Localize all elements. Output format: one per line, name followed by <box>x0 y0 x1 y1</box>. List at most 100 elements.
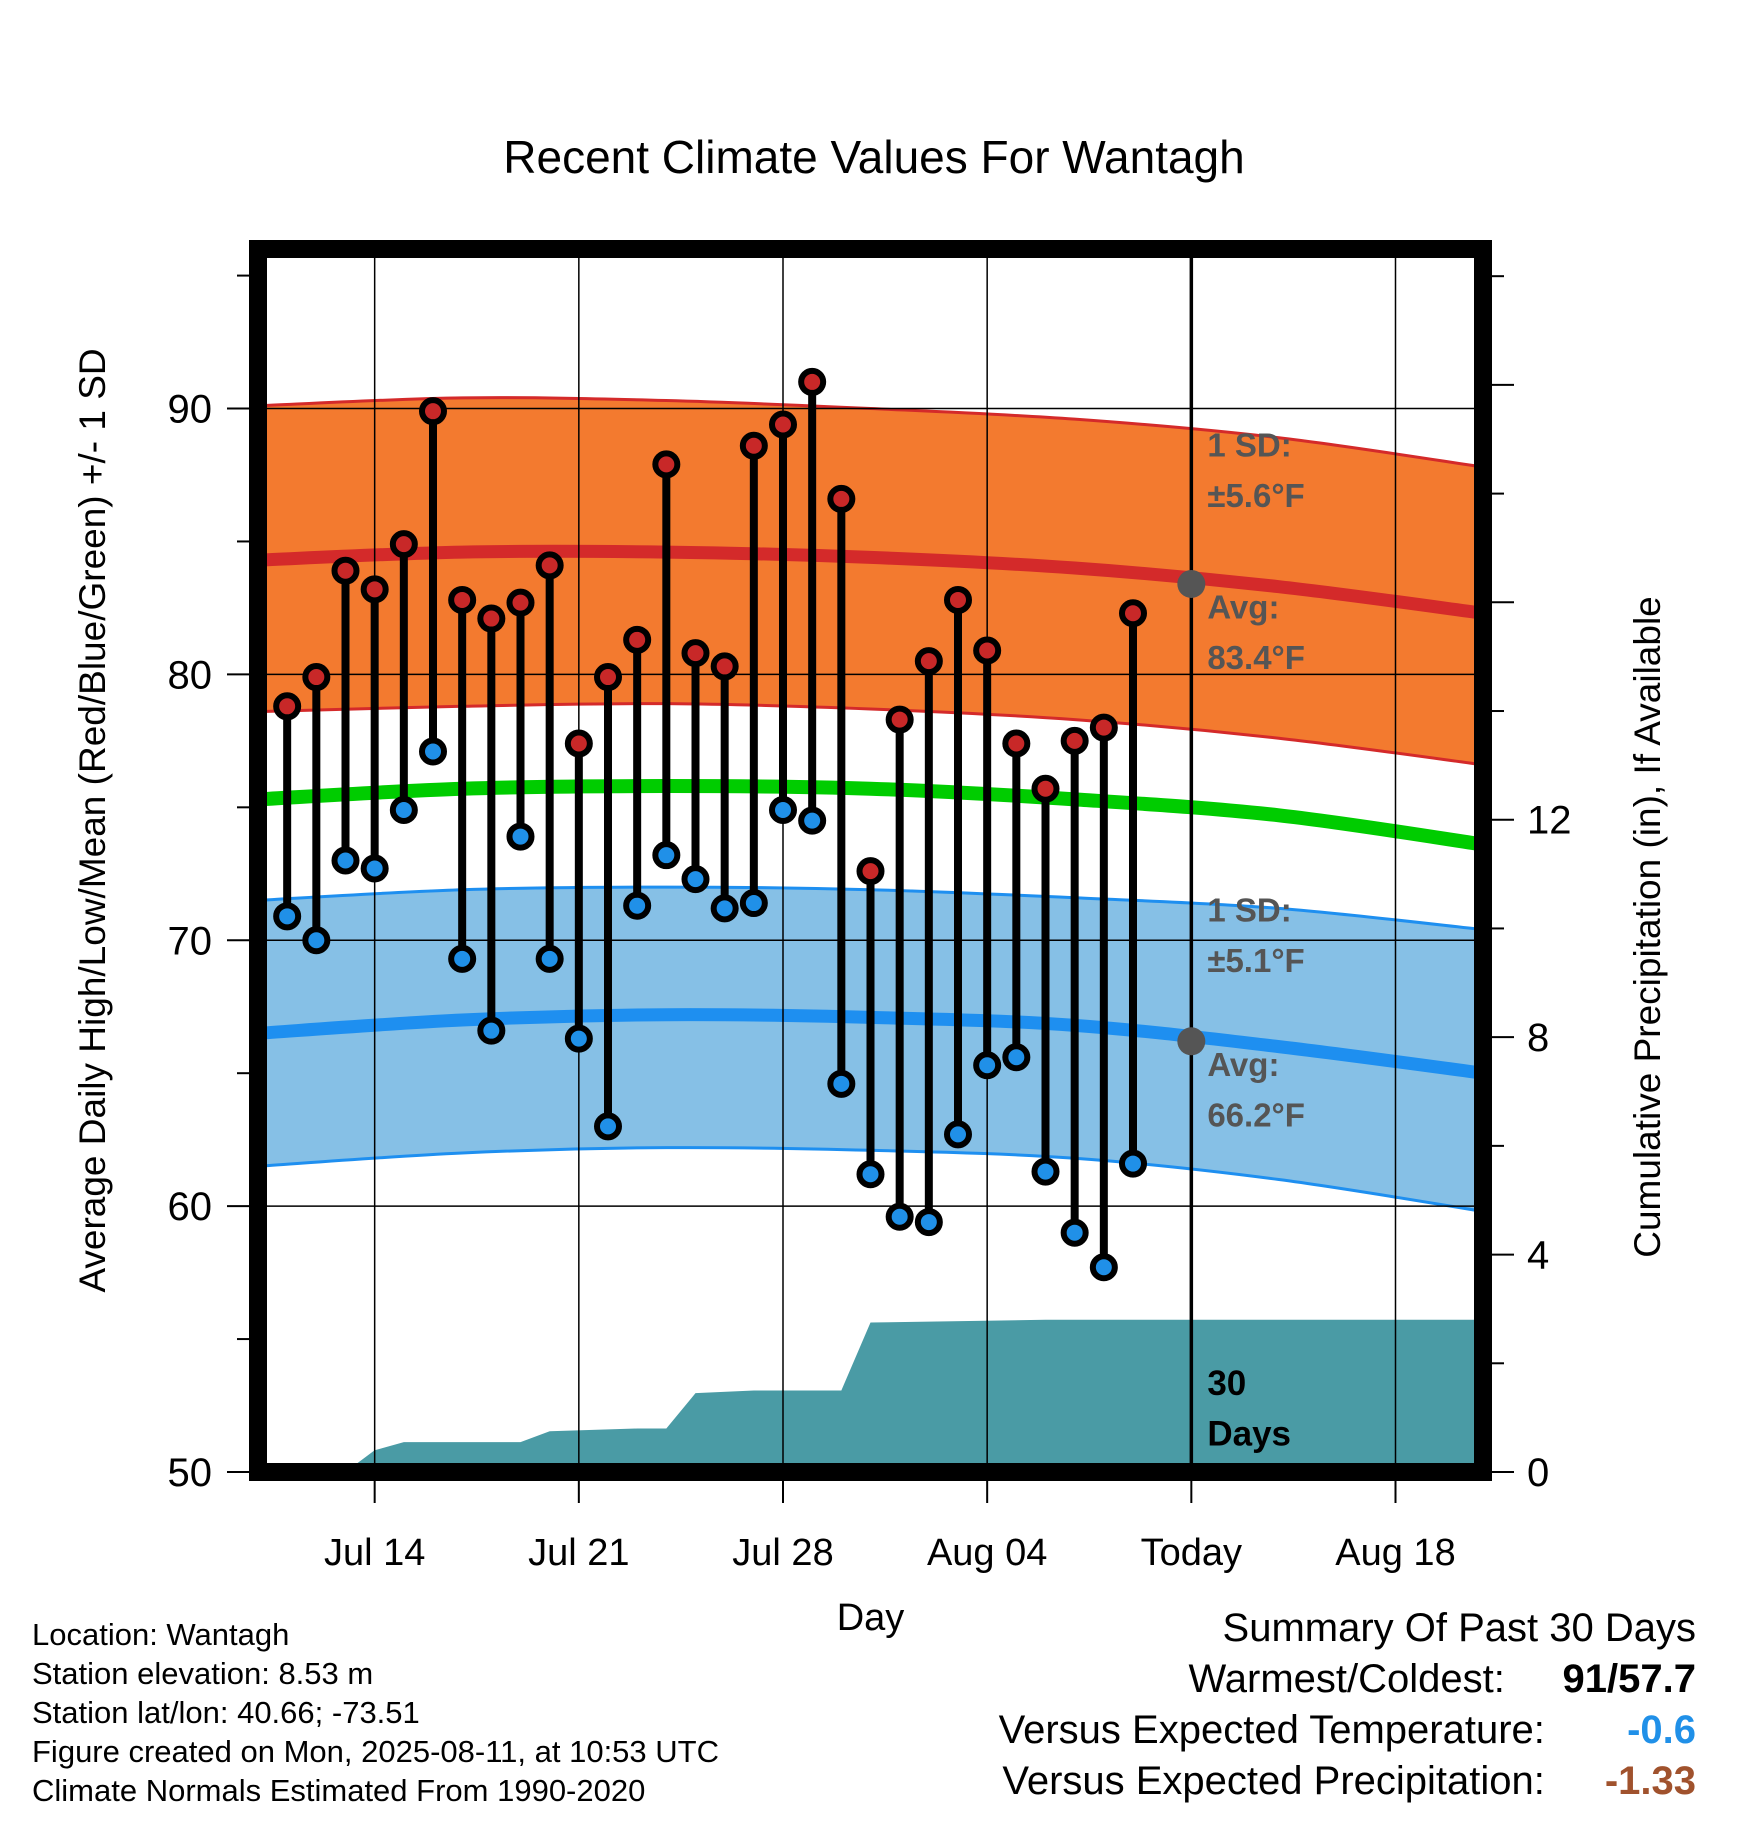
y-tick-label: 70 <box>168 919 213 963</box>
low-point <box>1060 1218 1089 1247</box>
low-point <box>1089 1253 1118 1282</box>
summary-precip-row: Versus Expected Precipitation: -1.33 <box>999 1756 1696 1807</box>
created-text: Figure created on Mon, 2025-08-11, at 10… <box>32 1734 719 1769</box>
high-avg-label: Avg: <box>1207 589 1279 626</box>
high-point <box>389 530 418 559</box>
low-point <box>710 894 739 923</box>
x-tick-label: Jul 28 <box>732 1532 833 1574</box>
high-point <box>273 692 302 721</box>
high-point <box>535 551 564 580</box>
daily-observations <box>273 367 1147 1282</box>
low-point <box>681 865 710 894</box>
x-tick-label: Today <box>1141 1532 1242 1574</box>
location-text: Location: Wantagh <box>32 1617 290 1652</box>
high-point <box>798 367 827 396</box>
high-point <box>419 397 447 426</box>
low-point <box>302 926 331 955</box>
x-axis-title: Day <box>837 1597 905 1639</box>
low-point <box>652 841 681 870</box>
precip-area <box>316 1319 1483 1472</box>
high-point <box>914 647 943 676</box>
high-sd-band <box>258 397 1483 765</box>
y-axis-title: Average Daily High/Low/Mean (Red/Blue/Gr… <box>72 348 113 1292</box>
summary-heading: Summary Of Past 30 Days <box>1222 1606 1696 1650</box>
low-avg-value: 66.2°F <box>1207 1096 1305 1133</box>
summary-panel: Summary Of Past 30 Days Warmest/Coldest:… <box>999 1603 1696 1807</box>
high-point <box>739 431 768 460</box>
low-point <box>360 854 389 883</box>
high-point <box>564 729 593 758</box>
plot-area <box>258 249 1483 1472</box>
mean-line <box>258 779 1483 852</box>
low-point <box>944 1120 972 1149</box>
low-point <box>739 889 768 918</box>
low-point <box>419 737 447 766</box>
summary-warmest-row: Warmest/Coldest: 91/57.7 <box>999 1654 1697 1705</box>
precip-value: -1.33 <box>1604 1759 1696 1803</box>
high-sd-label: 1 SD: <box>1207 426 1291 463</box>
normals-text: Climate Normals Estimated From 1990-2020 <box>32 1773 646 1808</box>
y2-axis-title: Cumulative Precipitation (in), If Availa… <box>1627 596 1668 1258</box>
high-point <box>1031 774 1060 803</box>
high-sd-value: ±5.6°F <box>1207 477 1304 514</box>
warmest-separator: / <box>1607 1657 1619 1701</box>
low-point <box>535 944 564 973</box>
high-point <box>827 484 856 513</box>
y2-tick-label: 0 <box>1527 1451 1549 1495</box>
days-count-label: 30 <box>1207 1364 1246 1403</box>
low-point <box>389 795 418 824</box>
high-point <box>681 639 710 668</box>
low-point <box>1002 1043 1031 1072</box>
warmest-high: 91 <box>1562 1657 1608 1701</box>
low-point <box>973 1051 1002 1080</box>
precip-label: Versus Expected Precipitation: <box>1002 1759 1545 1803</box>
latlon-text: Station lat/lon: 40.66; -73.51 <box>32 1695 420 1730</box>
low-point <box>448 944 477 973</box>
y-tick-label: 60 <box>168 1185 213 1229</box>
low-sd-value: ±5.1°F <box>1207 942 1304 979</box>
summary-temp-row: Versus Expected Temperature: -0.6 <box>999 1705 1696 1756</box>
low-point <box>564 1024 593 1053</box>
station-info: Location: Wantagh Station elevation: 8.5… <box>32 1615 719 1810</box>
chart-title: Recent Climate Values For Wantagh <box>503 131 1244 183</box>
high-point <box>856 857 885 886</box>
high-point <box>360 575 389 604</box>
high-avg-value: 83.4°F <box>1207 639 1305 676</box>
temp-value: -0.6 <box>1627 1708 1696 1752</box>
y2-tick-label: 12 <box>1527 799 1572 843</box>
high-point <box>973 636 1002 665</box>
high-point <box>331 556 360 585</box>
high-point <box>506 588 535 617</box>
high-point <box>1060 726 1089 755</box>
high-point <box>1002 729 1031 758</box>
elevation-text: Station elevation: 8.53 m <box>32 1656 374 1691</box>
high-point <box>302 663 331 692</box>
temp-label: Versus Expected Temperature: <box>998 1708 1545 1752</box>
high-point <box>769 410 797 439</box>
today-high-avg-marker <box>1177 569 1206 598</box>
high-point <box>1119 599 1147 628</box>
warmest-label: Warmest/Coldest: <box>1188 1657 1505 1701</box>
x-tick-label: Jul 14 <box>324 1532 425 1574</box>
y-tick-label: 80 <box>168 653 213 697</box>
high-point <box>594 663 622 692</box>
y-tick-label: 90 <box>168 388 213 432</box>
low-point <box>827 1069 856 1098</box>
high-point <box>1089 713 1118 742</box>
low-point <box>623 891 652 920</box>
warmest-value: 91/57.7 <box>1516 1654 1696 1705</box>
high-point <box>944 585 972 614</box>
days-word-label: Days <box>1207 1414 1291 1453</box>
low-point <box>477 1016 506 1045</box>
low-point <box>594 1112 622 1141</box>
plot-frame <box>249 240 1492 1481</box>
low-point <box>769 795 797 824</box>
low-avg-label: Avg: <box>1207 1046 1279 1083</box>
y2-tick-label: 4 <box>1527 1234 1549 1278</box>
low-point <box>1119 1149 1147 1178</box>
warmest-low: 57.7 <box>1618 1657 1696 1701</box>
low-point <box>798 806 827 835</box>
x-tick-label: Jul 21 <box>528 1532 629 1574</box>
y2-tick-label: 8 <box>1527 1016 1549 1060</box>
